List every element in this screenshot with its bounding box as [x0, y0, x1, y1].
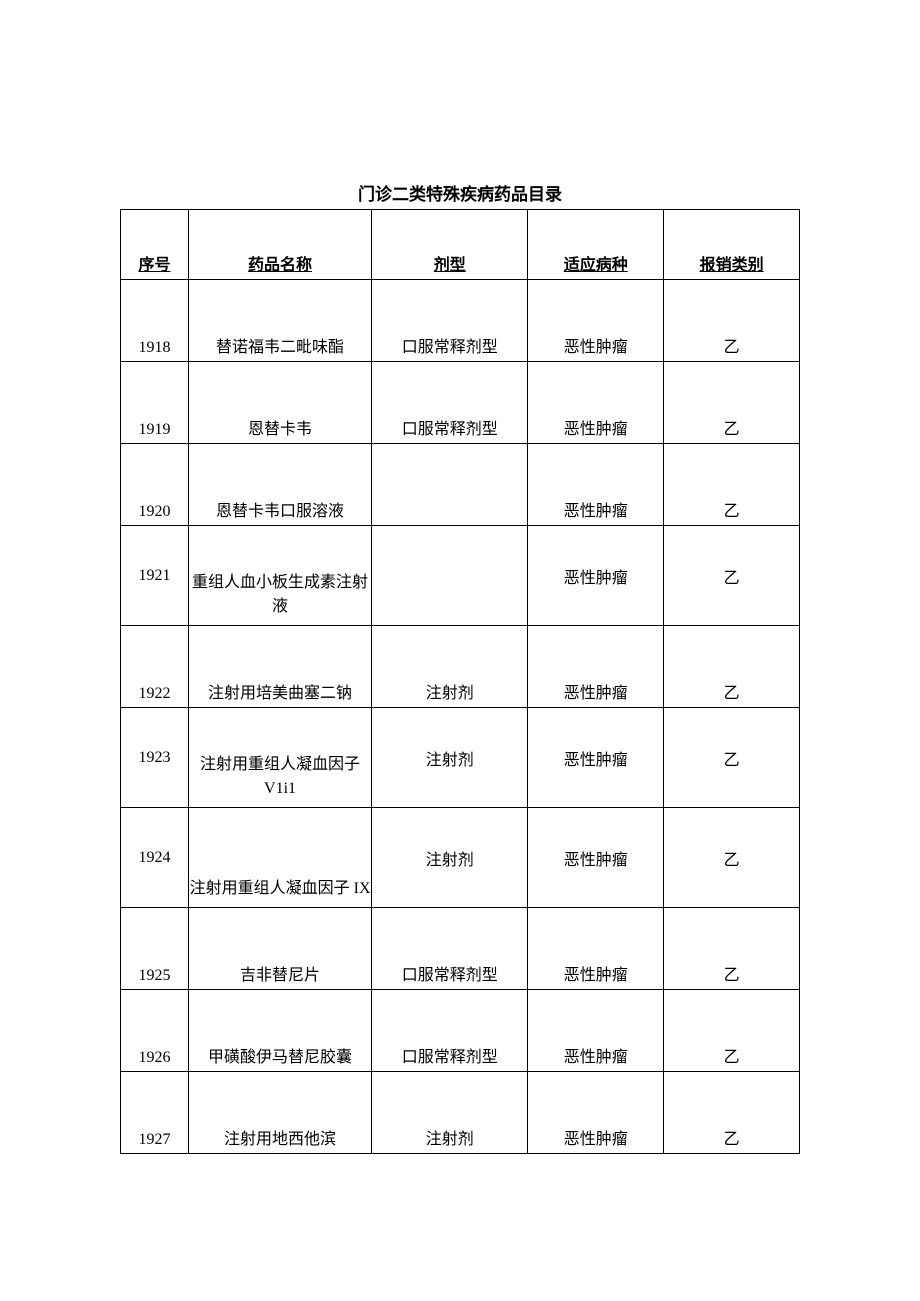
table-row: 1918替诺福韦二毗味酯口服常释剂型恶性肿瘤乙: [121, 280, 800, 362]
cell-form: 注射剂: [372, 808, 528, 908]
table-row: 1923注射用重组人凝血因子 V1i1注射剂恶性肿瘤乙: [121, 708, 800, 808]
cell-indication: 恶性肿瘤: [528, 990, 664, 1072]
cell-drug-name: 注射用培美曲塞二钠: [188, 626, 371, 708]
cell-form: 口服常释剂型: [372, 908, 528, 990]
cell-form: [372, 444, 528, 526]
table-header-row: 序号 药品名称 剂型 适应病种 报销类别: [121, 210, 800, 280]
cell-drug-name: 吉非替尼片: [188, 908, 371, 990]
cell-drug-name: 替诺福韦二毗味酯: [188, 280, 371, 362]
cell-drug-name: 注射用地西他滨: [188, 1072, 371, 1154]
page-title: 门诊二类特殊疾病药品目录: [120, 180, 800, 205]
cell-seq: 1922: [121, 626, 189, 708]
cell-form: 口服常释剂型: [372, 362, 528, 444]
cell-form: 口服常释剂型: [372, 280, 528, 362]
header-name: 药品名称: [188, 210, 371, 280]
cell-form: [372, 526, 528, 626]
cell-seq: 1918: [121, 280, 189, 362]
cell-category: 乙: [664, 626, 800, 708]
cell-drug-name: 注射用重组人凝血因子 V1i1: [188, 708, 371, 808]
cell-indication: 恶性肿瘤: [528, 1072, 664, 1154]
cell-category: 乙: [664, 708, 800, 808]
cell-drug-name: 恩替卡韦: [188, 362, 371, 444]
header-seq: 序号: [121, 210, 189, 280]
cell-seq: 1926: [121, 990, 189, 1072]
cell-form: 注射剂: [372, 626, 528, 708]
cell-seq: 1925: [121, 908, 189, 990]
table-row: 1919恩替卡韦口服常释剂型恶性肿瘤乙: [121, 362, 800, 444]
cell-seq: 1923: [121, 708, 189, 808]
cell-category: 乙: [664, 362, 800, 444]
header-category: 报销类别: [664, 210, 800, 280]
cell-category: 乙: [664, 526, 800, 626]
table-row: 1924注射用重组人凝血因子 IX注射剂恶性肿瘤乙: [121, 808, 800, 908]
cell-seq: 1919: [121, 362, 189, 444]
cell-indication: 恶性肿瘤: [528, 908, 664, 990]
table-row: 1926甲磺酸伊马替尼胶囊口服常释剂型恶性肿瘤乙: [121, 990, 800, 1072]
cell-drug-name: 甲磺酸伊马替尼胶囊: [188, 990, 371, 1072]
cell-drug-name: 重组人血小板生成素注射液: [188, 526, 371, 626]
cell-form: 口服常释剂型: [372, 990, 528, 1072]
cell-indication: 恶性肿瘤: [528, 362, 664, 444]
cell-drug-name: 注射用重组人凝血因子 IX: [188, 808, 371, 908]
cell-seq: 1927: [121, 1072, 189, 1154]
table-row: 1922注射用培美曲塞二钠注射剂恶性肿瘤乙: [121, 626, 800, 708]
cell-indication: 恶性肿瘤: [528, 526, 664, 626]
cell-category: 乙: [664, 908, 800, 990]
cell-seq: 1924: [121, 808, 189, 908]
cell-form: 注射剂: [372, 708, 528, 808]
cell-seq: 1921: [121, 526, 189, 626]
cell-seq: 1920: [121, 444, 189, 526]
cell-form: 注射剂: [372, 1072, 528, 1154]
drug-catalog-table: 序号 药品名称 剂型 适应病种 报销类别 1918替诺福韦二毗味酯口服常释剂型恶…: [120, 209, 800, 1154]
table-row: 1920恩替卡韦口服溶液 恶性肿瘤乙: [121, 444, 800, 526]
table-row: 1927注射用地西他滨注射剂恶性肿瘤乙: [121, 1072, 800, 1154]
cell-category: 乙: [664, 444, 800, 526]
cell-drug-name: 恩替卡韦口服溶液: [188, 444, 371, 526]
header-indication: 适应病种: [528, 210, 664, 280]
cell-category: 乙: [664, 280, 800, 362]
cell-indication: 恶性肿瘤: [528, 280, 664, 362]
table-row: 1925吉非替尼片口服常释剂型恶性肿瘤乙: [121, 908, 800, 990]
cell-indication: 恶性肿瘤: [528, 444, 664, 526]
cell-indication: 恶性肿瘤: [528, 708, 664, 808]
cell-category: 乙: [664, 1072, 800, 1154]
cell-indication: 恶性肿瘤: [528, 808, 664, 908]
cell-category: 乙: [664, 808, 800, 908]
cell-category: 乙: [664, 990, 800, 1072]
table-row: 1921重组人血小板生成素注射液 恶性肿瘤乙: [121, 526, 800, 626]
cell-indication: 恶性肿瘤: [528, 626, 664, 708]
header-form: 剂型: [372, 210, 528, 280]
